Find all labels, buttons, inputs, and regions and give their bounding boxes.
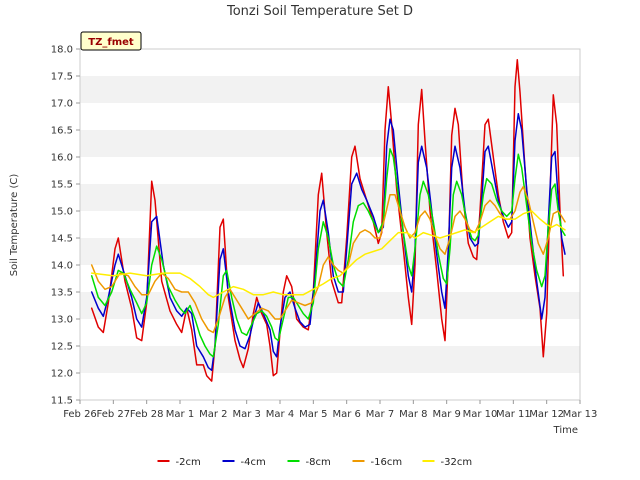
series-line-minus-8cm: [90, 148, 566, 358]
x-tick-label: Mar 5: [299, 409, 327, 420]
background-band: [80, 319, 580, 346]
x-tick-label: Mar 2: [199, 409, 227, 420]
x-tick-label: Mar 13: [563, 409, 598, 420]
x-axis: Feb 26 Feb 27 Feb 28 Mar 1 Mar 2 Mar 3 Mar 4 Ma…: [63, 400, 597, 420]
plot-area-border: [79, 48, 581, 401]
x-tick-label: Mar 11: [496, 409, 531, 420]
x-tick-label: Mar 1: [166, 409, 194, 420]
series-line-minus-16cm: [90, 185, 566, 334]
legend-label: -32cm: [441, 457, 473, 468]
background-band: [80, 373, 580, 400]
y-tick-label: 14.0: [51, 261, 73, 272]
x-tick-label: Feb 28: [130, 409, 164, 420]
y-tick-label: 13.5: [51, 288, 73, 299]
legend-label: -16cm: [371, 457, 403, 468]
y-tick-label: 16.0: [51, 153, 73, 164]
y-tick-label: 16.5: [51, 126, 73, 137]
annotation-label: TZ_fmet: [88, 37, 134, 48]
series-line-minus-2cm: [90, 59, 565, 382]
y-tick-label: 13.0: [51, 315, 73, 326]
background-band: [80, 130, 580, 157]
y-tick-label: 12.0: [51, 369, 73, 380]
legend: -2cm -4cm -8cm -16cm -32cm: [157, 457, 473, 468]
background-band: [80, 211, 580, 238]
y-tick-label: 14.5: [51, 234, 73, 245]
chart-title: Tonzi Soil Temperature Set D: [226, 4, 413, 19]
x-axis-title: Time: [553, 425, 578, 436]
background-band: [80, 346, 580, 373]
series-line-minus-32cm: [90, 210, 566, 299]
background-band: [80, 292, 580, 319]
background-band: [80, 76, 580, 103]
x-tick-label: Mar 3: [232, 409, 260, 420]
x-tick-label: Feb 26: [63, 409, 97, 420]
background-band: [80, 103, 580, 130]
x-tick-label: Mar 6: [332, 409, 360, 420]
y-tick-label: 18.0: [51, 45, 73, 56]
y-tick-label: 15.0: [51, 207, 73, 218]
legend-label: -2cm: [176, 457, 201, 468]
x-tick-label: Mar 10: [463, 409, 498, 420]
background-band: [80, 49, 580, 76]
y-tick-label: 17.0: [51, 99, 73, 110]
y-tick-label: 11.5: [51, 396, 73, 407]
background-band: [80, 157, 580, 184]
y-tick-label: 17.5: [51, 72, 73, 83]
x-tick-label: Mar 8: [399, 409, 427, 420]
x-tick-label: Mar 12: [529, 409, 564, 420]
background-bands: [80, 49, 580, 400]
legend-label: -8cm: [306, 457, 331, 468]
y-tick-label: 15.5: [51, 180, 73, 191]
series-lines: [90, 59, 566, 382]
annotation-box: TZ_fmet: [80, 31, 142, 51]
x-tick-label: Feb 27: [97, 409, 131, 420]
x-tick-label: Mar 9: [432, 409, 460, 420]
x-tick-label: Mar 7: [366, 409, 394, 420]
x-tick-label: Mar 4: [266, 409, 294, 420]
y-axis: 11.5 12.0 12.5 13.0 13.5 14.0 14.5 15.0 15.5 16.0…: [51, 45, 80, 407]
y-axis-title: Soil Temperature (C): [9, 174, 20, 277]
y-tick-label: 12.5: [51, 342, 73, 353]
legend-label: -4cm: [241, 457, 266, 468]
